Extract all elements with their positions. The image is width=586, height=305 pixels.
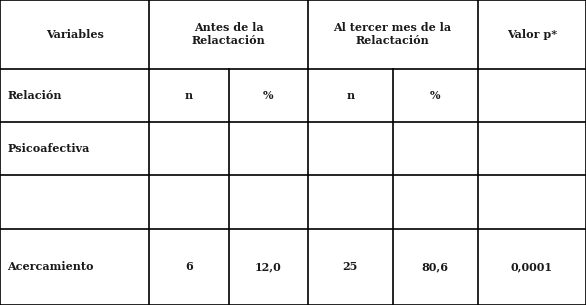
Text: n: n bbox=[185, 90, 193, 101]
Text: 0,0001: 0,0001 bbox=[511, 261, 553, 272]
Text: %: % bbox=[430, 90, 440, 101]
Text: Al tercer mes de la
Relactación: Al tercer mes de la Relactación bbox=[333, 22, 452, 46]
Text: 6: 6 bbox=[185, 261, 193, 272]
Text: Valor p*: Valor p* bbox=[507, 29, 557, 40]
Text: 25: 25 bbox=[342, 261, 358, 272]
Text: Variables: Variables bbox=[46, 29, 104, 40]
Text: Relación: Relación bbox=[7, 90, 62, 101]
Text: Psicoafectiva: Psicoafectiva bbox=[7, 143, 90, 154]
Text: %: % bbox=[263, 90, 273, 101]
Text: 12,0: 12,0 bbox=[255, 261, 281, 272]
Text: 80,6: 80,6 bbox=[421, 261, 449, 272]
Text: Antes de la
Relactación: Antes de la Relactación bbox=[192, 22, 265, 46]
Text: Acercamiento: Acercamiento bbox=[7, 261, 94, 272]
Text: n: n bbox=[346, 90, 354, 101]
